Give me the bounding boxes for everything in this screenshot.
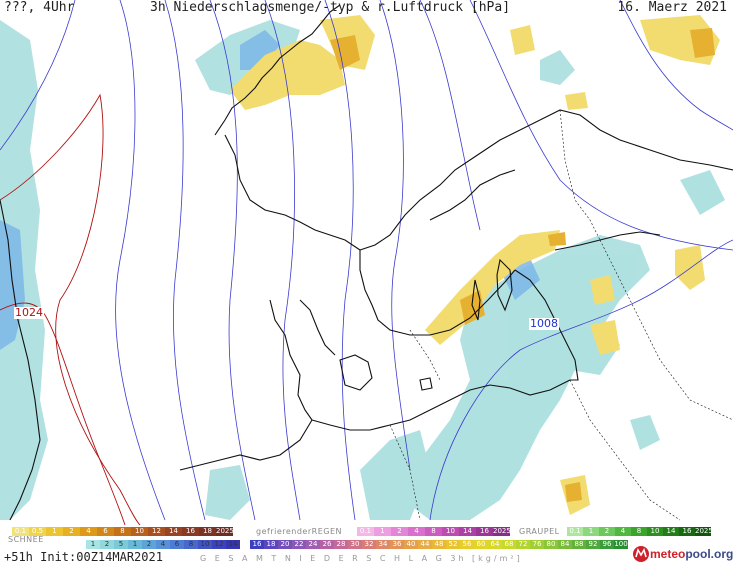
legend-rain-swatch: 10 (131, 527, 148, 536)
legend-total-swatch: 36 (390, 540, 404, 549)
isobar-label-1008: 1008 (529, 317, 559, 330)
legend-graupel-swatch: 10 (647, 527, 663, 536)
legend-rain-swatch: 12 (148, 527, 165, 536)
legend-total-swatch: 92 (586, 540, 600, 549)
legend-rain-swatch: 2 (63, 527, 80, 536)
borders (389, 109, 733, 521)
legend-total-swatch: 16 (250, 540, 264, 549)
legend-total-swatch: 72 (516, 540, 530, 549)
forecast-date: 16. Maerz 2021 (617, 0, 727, 15)
legend-rain-swatch: 2025+ (216, 527, 233, 536)
legend-graupel-swatch: 2025+ (695, 527, 711, 536)
legend-freezing-swatch: 2025+ (493, 527, 510, 536)
legend-total-swatch: 44 (418, 540, 432, 549)
legend-freezing-swatch: 8 (425, 527, 442, 536)
legend-snow-swatch: 2 (142, 540, 156, 549)
legend-freezing-title: gefrierenderREGEN (256, 527, 342, 536)
legend-total-swatch: 52 (446, 540, 460, 549)
legend-rain-swatch: 4 (80, 527, 97, 536)
legend-total-swatch: 76 (530, 540, 544, 549)
legend-snow-swatch: 5 (114, 540, 128, 549)
legend-graupel-title: GRAUPEL (519, 527, 560, 536)
legend-freezing-swatch: 14 (459, 527, 476, 536)
legend-snow-swatch: 10 (198, 540, 212, 549)
legend-graupel-swatch: 16 (679, 527, 695, 536)
legend-total-swatch: 80 (544, 540, 558, 549)
meteopool-logo-icon (633, 546, 649, 562)
legend-total-swatch: 28 (334, 540, 348, 549)
legend-rain-swatch: 18 (199, 527, 216, 536)
isobars-low (0, 0, 733, 521)
legend-graupel-swatch: 8 (631, 527, 647, 536)
legend-snow-swatch: 4 (156, 540, 170, 549)
legend-graupel-swatch: 4 (615, 527, 631, 536)
legend-rain-swatch: 6 (97, 527, 114, 536)
isobar-label-1024: 1024 (14, 306, 44, 319)
legend-rain-swatch: 8 (114, 527, 131, 536)
legend-total-swatch: 20 (278, 540, 292, 549)
legend-graupel-swatch: 2 (599, 527, 615, 536)
rain-precipitation-areas (230, 15, 720, 515)
legend-graupel-swatch: 0.1 (567, 527, 583, 536)
legend-freezing-swatch: 4 (408, 527, 425, 536)
legend-rain-swatch: 14 (165, 527, 182, 536)
legend-snow-swatch: 12 (212, 540, 226, 549)
model-run-label: +51h Init:00Z14MAR2021 (4, 550, 163, 564)
map-title: 3h Niederschlagsmenge/-typ & r.Luftdruck… (150, 0, 511, 15)
legend-total-swatch: 88 (572, 540, 586, 549)
legend-caption: G E S A M T N I E D E R S C H L A G 3h [… (200, 554, 523, 563)
legend-graupel-swatch: 14 (663, 527, 679, 536)
legend-snow-swatch: 2 (100, 540, 114, 549)
legend-total-swatch: 22 (292, 540, 306, 549)
legend-total-swatch: 64 (488, 540, 502, 549)
legend-total-swatch: 96 (600, 540, 614, 549)
legend-total-swatch: 18 (264, 540, 278, 549)
legend-snow-swatch: 14 (226, 540, 240, 549)
legend-total-scale: 16 18 20 22 24 26 28 30 32 34 36 40 44 48 52 56 60 64 68 72… (250, 540, 628, 549)
coastlines (0, 4, 733, 521)
legend-freezing-title-wrap: gefrierenderREGEN (256, 527, 342, 536)
isobars-high (0, 93, 141, 526)
legend-rain-swatch: 16 (182, 527, 199, 536)
legend-graupel-swatch: 1 (583, 527, 599, 536)
legend-rain-swatch: 0.5 (29, 527, 46, 536)
legend-freezing-swatch: 1 (374, 527, 391, 536)
legend-freezing-swatch: 16 (476, 527, 493, 536)
legend-rain-swatch: 1 (46, 527, 63, 536)
legend-freezing-swatch: 10 (442, 527, 459, 536)
meteopool-logo[interactable]: meteopool.org (632, 545, 733, 563)
legend-total-swatch: 84 (558, 540, 572, 549)
meteopool-brand-text: meteopool.org (650, 547, 733, 561)
legend-total-swatch: 24 (306, 540, 320, 549)
legend-freezing-swatch: 0.1 (357, 527, 374, 536)
legend-freezing-swatch: 2 (391, 527, 408, 536)
legend-total-swatch: 30 (348, 540, 362, 549)
legend-snow-swatch: 1 (86, 540, 100, 549)
legend-total-swatch: 100 (614, 540, 628, 549)
forecast-day-label: ???, 4Uhr (4, 0, 75, 15)
legend-total-swatch: 26 (320, 540, 334, 549)
legend-snow-swatch: 1 (128, 540, 142, 549)
legend-snow-title-wrap: SCHNEE (8, 535, 44, 544)
legend-total-swatch: 68 (502, 540, 516, 549)
legend-total-swatch: 48 (432, 540, 446, 549)
legend-total-swatch: 60 (474, 540, 488, 549)
legend-snow-title: SCHNEE (8, 535, 44, 544)
legend-total-swatch: 32 (362, 540, 376, 549)
legend-rain-swatch: 0.1 (12, 527, 29, 536)
legend-graupel-title-wrap: GRAUPEL (519, 527, 560, 536)
legend-snow-swatch: 8 (184, 540, 198, 549)
legend-snow-swatch: 6 (170, 540, 184, 549)
legend-total-swatch: 40 (404, 540, 418, 549)
legend-total-swatch: 56 (460, 540, 474, 549)
legend-snow-scale: 1 2 5 1 2 4 6 8 10 12 14 (86, 540, 240, 549)
legend-total-swatch: 34 (376, 540, 390, 549)
